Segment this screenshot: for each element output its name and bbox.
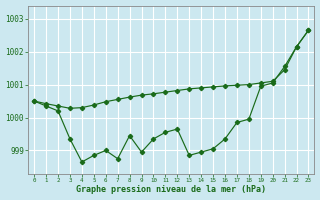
- X-axis label: Graphe pression niveau de la mer (hPa): Graphe pression niveau de la mer (hPa): [76, 185, 266, 194]
